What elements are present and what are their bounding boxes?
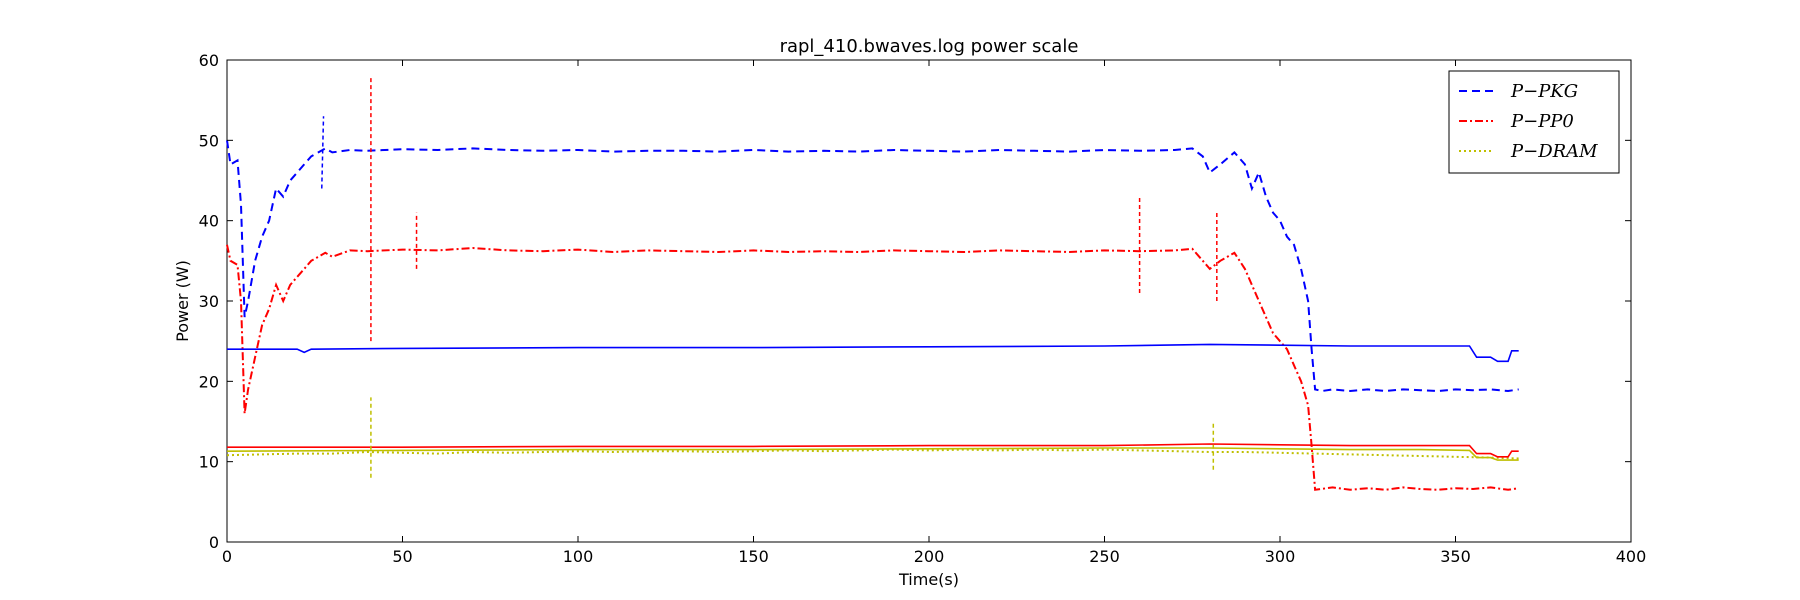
spike-mark-0: [321, 116, 325, 189]
y-tick-label: 10: [199, 453, 219, 472]
legend-label-0: P−PKG: [1510, 81, 1578, 102]
legend-label-1: P−PP0: [1510, 111, 1574, 132]
y-tick-label: 20: [199, 372, 219, 391]
legend: P−PKG P−PP0 P−DRAM: [1448, 70, 1620, 174]
y-tick-label: 30: [199, 292, 219, 311]
x-tick-label: 250: [1089, 547, 1120, 566]
chart-title: rapl_410.bwaves.log power scale: [780, 36, 1079, 57]
series-line-5: [226, 447, 1519, 461]
series-layer: [226, 76, 1519, 491]
x-tick-label: 100: [563, 547, 594, 566]
x-tick-label: 400: [1616, 547, 1647, 566]
x-tick-label: 350: [1440, 547, 1471, 566]
x-axis-label: Time(s): [898, 570, 959, 589]
legend-label-2: P−DRAM: [1510, 141, 1598, 162]
x-tick-label: 200: [914, 547, 945, 566]
series-line-1: [226, 244, 1519, 491]
y-tick-label: 60: [199, 51, 219, 70]
y-tick-label: 50: [199, 131, 219, 150]
y-tick-label: 0: [209, 533, 219, 552]
x-tick-label: 300: [1265, 547, 1296, 566]
y-axis-label: Power (W): [173, 260, 192, 342]
series-line-2: [226, 448, 1519, 460]
x-tick-label: 50: [392, 547, 412, 566]
series-line-3: [227, 343, 1519, 363]
x-tick-label: 0: [222, 547, 232, 566]
axes-layer: 0 50 100 150 200 250 300 350 400 0 10 20 30 40 50 60: [199, 51, 1647, 566]
series-line-4: [227, 443, 1519, 458]
y-tick-label: 40: [199, 212, 219, 231]
plot-area: [226, 59, 1632, 543]
x-tick-label: 150: [738, 547, 769, 566]
